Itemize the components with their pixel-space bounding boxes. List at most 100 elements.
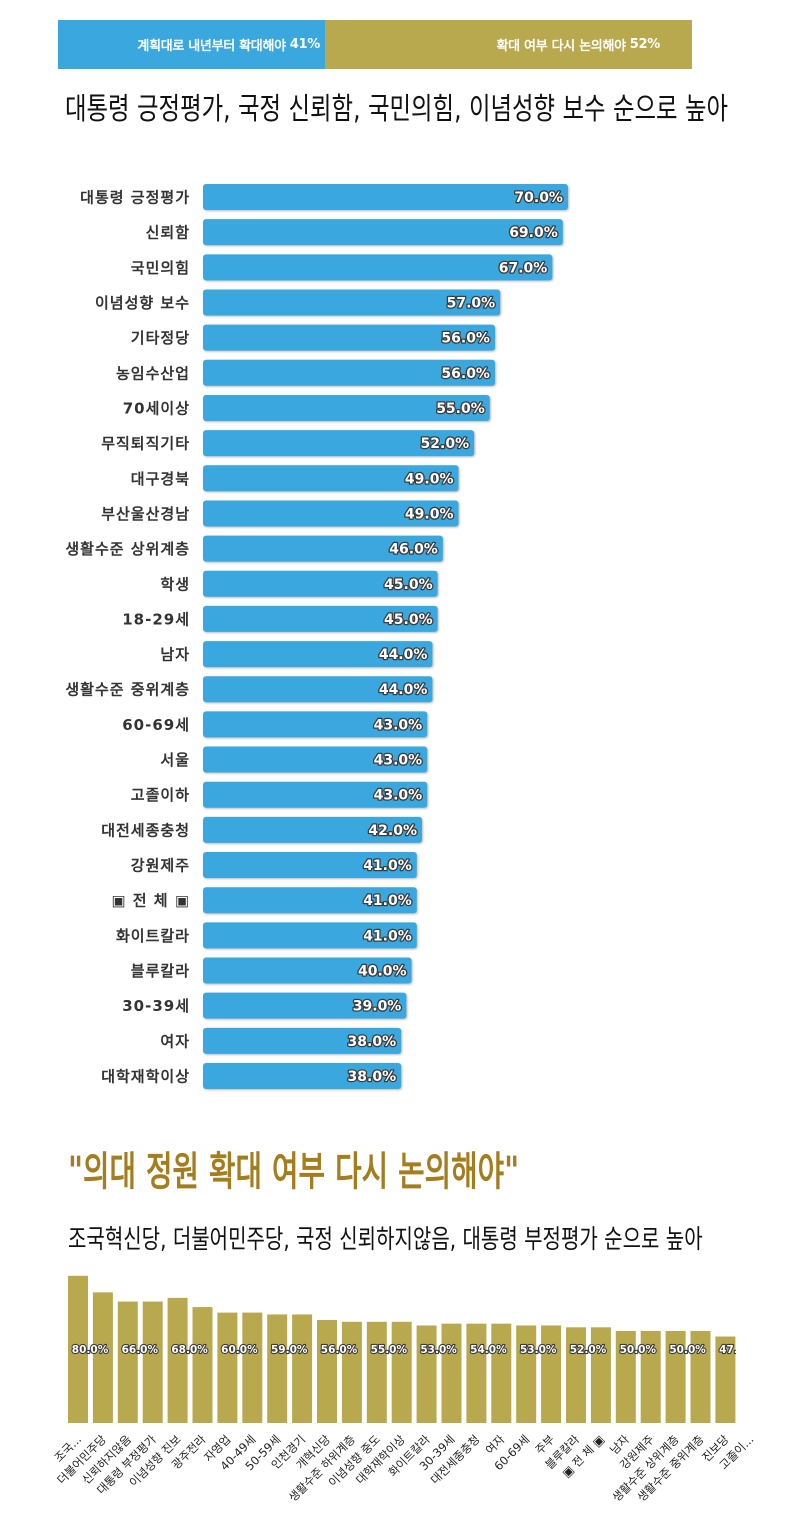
bar <box>566 1327 586 1423</box>
bar-row: 국민의힘 67.0% <box>131 254 553 281</box>
bar-row: 여자 38.0% <box>160 1027 402 1054</box>
bar <box>516 1325 537 1423</box>
category-label: 블루칼라 <box>131 962 190 980</box>
bar <box>167 1297 188 1423</box>
bar <box>203 394 490 421</box>
bar <box>203 781 428 808</box>
category-label: 기타정당 <box>131 329 190 347</box>
category-label: 신뢰함 <box>146 224 190 242</box>
data-label: 45.0% <box>384 612 433 628</box>
bar <box>203 605 438 632</box>
data-label: 41.0% <box>363 893 412 909</box>
bar-row: 기타정당 56.0% <box>131 324 495 351</box>
bar <box>203 465 459 492</box>
bar <box>203 184 568 210</box>
bar-row: 블루칼라 40.0% <box>131 957 412 984</box>
expand-chart-title-row: 대통령 긍정평가, 국정 신뢰함, 국민의힘, 이념성향 보수 순으로 높아 <box>0 88 798 132</box>
data-label: 43.0% <box>374 717 423 733</box>
bar-row: 이념성향 보수 57.0% <box>95 289 501 316</box>
category-label: 학생 <box>160 575 190 593</box>
bar <box>203 852 417 879</box>
bar <box>203 887 417 914</box>
bar <box>203 359 495 386</box>
data-label: 55.0% <box>436 401 485 417</box>
bar <box>203 922 417 949</box>
data-label: 43.0% <box>374 788 423 804</box>
segment-expand-as-planned: 계획대로 내년부터 확대해야 41% <box>58 20 325 69</box>
bar-row: 남자 44.0% <box>160 641 433 668</box>
data-label: 44.0% <box>379 647 428 663</box>
expand-chart-title: 대통령 긍정평가, 국정 신뢰함, 국민의힘, 이념성향 보수 순으로 높아 <box>65 92 729 127</box>
bar <box>391 1321 412 1423</box>
data-label: 53.0% <box>520 1344 557 1356</box>
bar-row: 학생 45.0% <box>160 570 438 597</box>
bar <box>317 1319 337 1423</box>
data-label: 67.0% <box>499 260 548 276</box>
data-label: 69.0% <box>509 225 558 241</box>
category-label: 생활수준 상위계층 <box>65 540 190 558</box>
bar <box>203 957 412 984</box>
data-label: 38.0% <box>348 1034 397 1050</box>
bar <box>203 816 422 843</box>
bar <box>203 676 433 703</box>
bar-row: 대학재학이상 38.0% <box>101 1063 402 1089</box>
category-label: 서울 <box>160 751 190 769</box>
rediscuss-headline: "의대 정원 확대 여부 다시 논의해야" <box>68 1149 520 1195</box>
bar <box>203 570 438 597</box>
category-label: 여자 <box>160 1032 190 1050</box>
bar <box>203 324 495 351</box>
bar <box>590 1327 611 1423</box>
data-label: 44.0% <box>379 682 428 698</box>
bar <box>92 1292 113 1423</box>
segment-label: 계획대로 내년부터 확대해야 <box>137 39 286 54</box>
data-label: 66.0% <box>122 1344 159 1356</box>
data-label: 54.0% <box>470 1344 507 1356</box>
bar <box>203 219 563 246</box>
data-label: 56.0% <box>441 366 490 382</box>
data-label: 50.0% <box>620 1344 657 1356</box>
bar <box>416 1325 437 1423</box>
data-label: 40.0% <box>358 964 407 980</box>
bar <box>203 992 407 1019</box>
bar <box>366 1321 387 1423</box>
category-label: 남자 <box>160 646 190 664</box>
bar <box>142 1301 163 1423</box>
bar <box>665 1331 686 1423</box>
category-label: 무직퇴직기타 <box>101 435 190 453</box>
bar-row: 30-39세 39.0% <box>122 992 407 1019</box>
summary-stacked-bar: 계획대로 내년부터 확대해야 41% 확대 여부 다시 논의해야 52% <box>58 20 692 69</box>
bar <box>117 1301 138 1423</box>
category-label: 강원제주 <box>131 857 190 875</box>
bar <box>203 641 433 668</box>
data-label: 59.0% <box>271 1344 308 1356</box>
data-label: 43.0% <box>374 753 423 769</box>
data-label: 49.0% <box>405 506 454 522</box>
plot-area: 80.0% 66.0% 68.0% 60.0% 59.0% 56.0% 55.0% 53.0%… <box>68 1275 756 1423</box>
bar <box>203 430 475 457</box>
expand-bar-chart: 대통령 긍정평가 70.0% 신뢰함 69.0% 국민의힘 67.0% 이념성향 보수 57.… <box>65 184 568 1089</box>
bar-row: 농임수산업 56.0% <box>116 359 495 386</box>
bar <box>541 1325 562 1423</box>
data-label: 56.0% <box>441 331 490 347</box>
bar-row: 70세이상 55.0% <box>123 394 490 421</box>
data-label: 38.0% <box>348 1069 397 1085</box>
data-label: 41.0% <box>363 858 412 874</box>
bar <box>203 746 428 773</box>
category-label: 대구경북 <box>131 470 190 488</box>
data-label: 56.0% <box>321 1344 358 1356</box>
bar-row: 서울 43.0% <box>160 746 428 773</box>
bar <box>203 254 553 281</box>
bar-row: 대통령 긍정평가 70.0% <box>80 184 568 210</box>
data-label: 39.0% <box>353 999 402 1015</box>
bar <box>640 1331 661 1423</box>
bar-row: 60-69세 43.0% <box>122 711 428 738</box>
segment-value: 52% <box>629 37 661 52</box>
data-label: 70.0% <box>514 190 563 206</box>
data-label: 41.0% <box>363 928 412 944</box>
category-label: 화이트칼라 <box>116 927 190 945</box>
bar-row: 신뢰함 69.0% <box>146 219 563 246</box>
data-label: 47.0% <box>719 1344 756 1356</box>
bar <box>341 1321 362 1423</box>
bar <box>203 289 501 316</box>
data-label: 52.0% <box>570 1344 607 1356</box>
